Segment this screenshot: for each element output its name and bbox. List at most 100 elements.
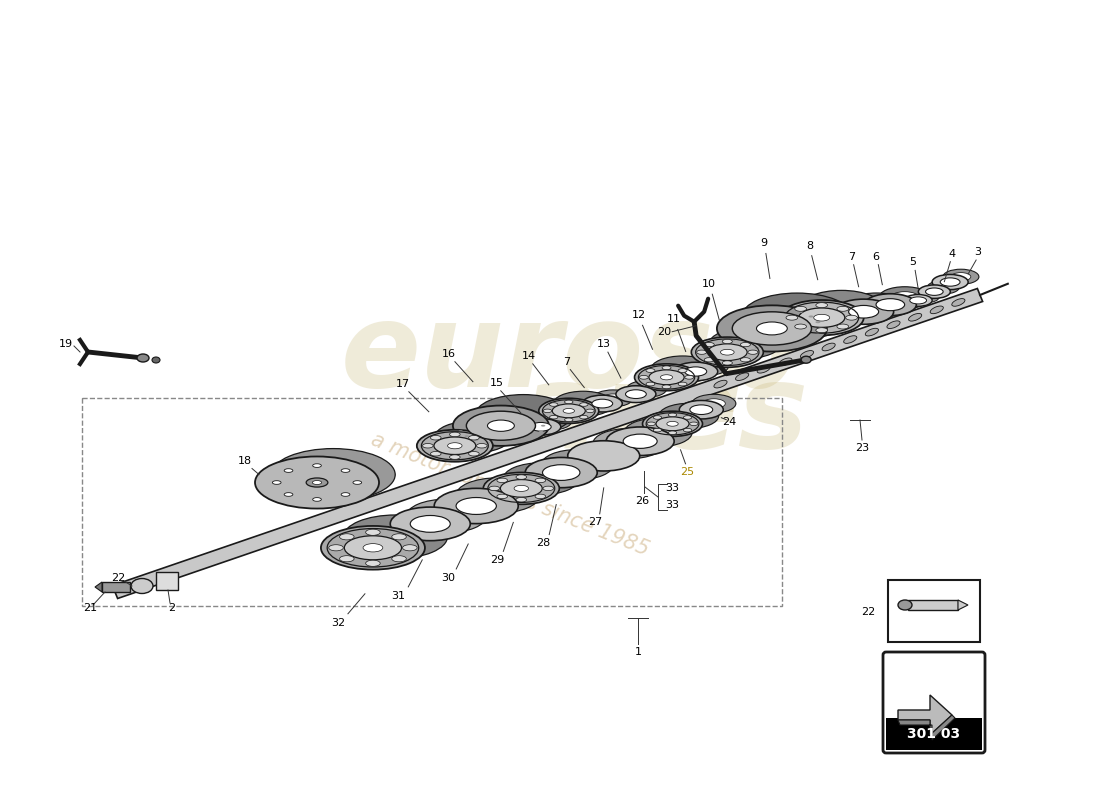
Ellipse shape <box>255 457 380 509</box>
Ellipse shape <box>469 451 480 456</box>
Ellipse shape <box>512 408 516 410</box>
Ellipse shape <box>748 350 758 354</box>
Text: 29: 29 <box>491 555 505 566</box>
Ellipse shape <box>714 380 727 388</box>
Ellipse shape <box>931 306 944 314</box>
Ellipse shape <box>769 348 774 350</box>
Text: 10: 10 <box>702 279 716 289</box>
Polygon shape <box>606 433 692 442</box>
Ellipse shape <box>586 409 594 413</box>
Ellipse shape <box>559 457 596 473</box>
Polygon shape <box>642 416 718 424</box>
Ellipse shape <box>817 327 823 330</box>
Ellipse shape <box>757 322 788 335</box>
Ellipse shape <box>422 443 433 448</box>
Ellipse shape <box>935 283 953 291</box>
Ellipse shape <box>284 493 293 496</box>
Ellipse shape <box>450 432 460 437</box>
Ellipse shape <box>846 315 857 320</box>
Text: 27: 27 <box>588 517 603 527</box>
Ellipse shape <box>312 498 321 502</box>
Text: 2: 2 <box>168 603 176 613</box>
Ellipse shape <box>456 498 496 514</box>
Ellipse shape <box>861 299 891 312</box>
Text: 25: 25 <box>681 467 694 477</box>
Bar <box>908 600 958 610</box>
Ellipse shape <box>552 404 585 418</box>
Ellipse shape <box>542 465 580 481</box>
Ellipse shape <box>898 600 912 610</box>
Ellipse shape <box>730 315 735 318</box>
Ellipse shape <box>755 308 759 310</box>
Ellipse shape <box>410 515 450 532</box>
Ellipse shape <box>539 398 598 423</box>
Ellipse shape <box>464 435 469 437</box>
Ellipse shape <box>780 300 864 335</box>
Bar <box>888 580 980 642</box>
Ellipse shape <box>647 422 656 426</box>
Ellipse shape <box>341 493 350 496</box>
Ellipse shape <box>312 464 321 467</box>
Polygon shape <box>904 297 939 300</box>
Ellipse shape <box>635 364 698 390</box>
Ellipse shape <box>624 434 657 448</box>
Text: 33: 33 <box>666 483 679 493</box>
Ellipse shape <box>497 478 507 482</box>
Ellipse shape <box>353 481 362 484</box>
Ellipse shape <box>455 478 540 513</box>
Ellipse shape <box>784 346 790 349</box>
Text: 6: 6 <box>872 252 879 262</box>
Polygon shape <box>112 289 982 598</box>
Ellipse shape <box>684 357 728 375</box>
Ellipse shape <box>459 430 463 432</box>
Ellipse shape <box>669 413 676 417</box>
Ellipse shape <box>312 481 321 485</box>
Ellipse shape <box>475 394 571 435</box>
Ellipse shape <box>684 367 706 376</box>
Polygon shape <box>582 398 634 403</box>
Ellipse shape <box>794 306 806 311</box>
Polygon shape <box>616 389 667 394</box>
Ellipse shape <box>890 292 918 304</box>
Ellipse shape <box>798 311 803 313</box>
Ellipse shape <box>514 486 528 491</box>
Ellipse shape <box>477 487 518 504</box>
Ellipse shape <box>808 315 814 318</box>
Ellipse shape <box>816 328 827 333</box>
Ellipse shape <box>532 414 537 416</box>
Ellipse shape <box>662 385 671 389</box>
Ellipse shape <box>742 293 852 339</box>
Polygon shape <box>525 465 614 473</box>
Ellipse shape <box>909 314 922 321</box>
Ellipse shape <box>834 299 893 324</box>
Ellipse shape <box>815 321 821 323</box>
Text: a motor for parts since 1985: a motor for parts since 1985 <box>368 430 652 560</box>
Ellipse shape <box>769 307 774 309</box>
Ellipse shape <box>659 403 718 429</box>
Ellipse shape <box>606 427 674 455</box>
Ellipse shape <box>474 439 478 441</box>
Ellipse shape <box>524 439 528 441</box>
Ellipse shape <box>801 356 811 363</box>
Ellipse shape <box>740 342 750 346</box>
Ellipse shape <box>952 273 971 281</box>
Text: 11: 11 <box>667 314 681 325</box>
Ellipse shape <box>344 536 402 560</box>
Ellipse shape <box>720 350 734 355</box>
Polygon shape <box>691 343 781 352</box>
Polygon shape <box>539 404 613 411</box>
Ellipse shape <box>865 294 916 315</box>
Ellipse shape <box>390 507 471 541</box>
Ellipse shape <box>592 399 613 408</box>
Ellipse shape <box>736 373 749 381</box>
Ellipse shape <box>794 324 806 329</box>
Ellipse shape <box>516 498 527 502</box>
Ellipse shape <box>403 545 417 551</box>
Text: 24: 24 <box>723 417 736 426</box>
Ellipse shape <box>453 406 549 446</box>
Ellipse shape <box>306 478 328 487</box>
Ellipse shape <box>678 382 688 386</box>
Text: 31: 31 <box>392 591 405 601</box>
Polygon shape <box>434 495 540 506</box>
Ellipse shape <box>539 419 543 421</box>
